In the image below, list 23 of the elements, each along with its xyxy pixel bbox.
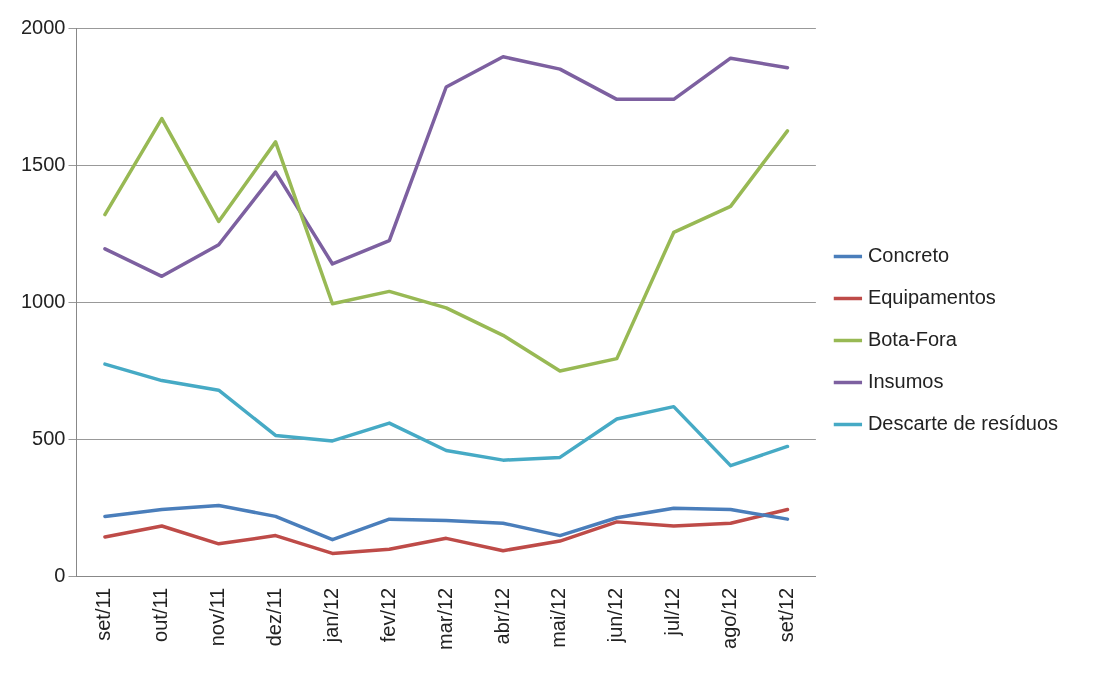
y-tick-label: 0 (54, 564, 66, 587)
x-tick-label: abr/12 (490, 587, 513, 645)
legend-label: Equipamentos (867, 286, 996, 309)
x-tick-label: out/11 (149, 587, 172, 642)
x-tick-label: nov/11 (206, 587, 229, 647)
x-tick-label: jan/12 (319, 587, 342, 644)
legend-label: Descarte de resíduos (867, 412, 1059, 435)
x-tick-label: mar/12 (433, 587, 456, 650)
y-tick-label: 2000 (20, 15, 66, 38)
legend-label: Insumos (867, 370, 944, 393)
x-tick-label: jun/12 (604, 587, 627, 644)
x-tick-label: ago/12 (718, 587, 741, 649)
x-tick-label: set/12 (774, 587, 797, 643)
y-tick-label: 1000 (20, 289, 66, 312)
y-tick-label: 1500 (20, 152, 66, 175)
x-tick-label: jul/12 (661, 587, 684, 637)
x-tick-label: dez/11 (263, 587, 286, 647)
y-tick-label: 500 (32, 427, 66, 450)
x-tick-label: fev/12 (376, 587, 399, 643)
x-tick-label: mai/12 (547, 587, 570, 648)
legend-label: Bota-Fora (867, 328, 958, 351)
x-tick-label: set/11 (92, 587, 115, 641)
legend-label: Concreto (867, 244, 950, 267)
